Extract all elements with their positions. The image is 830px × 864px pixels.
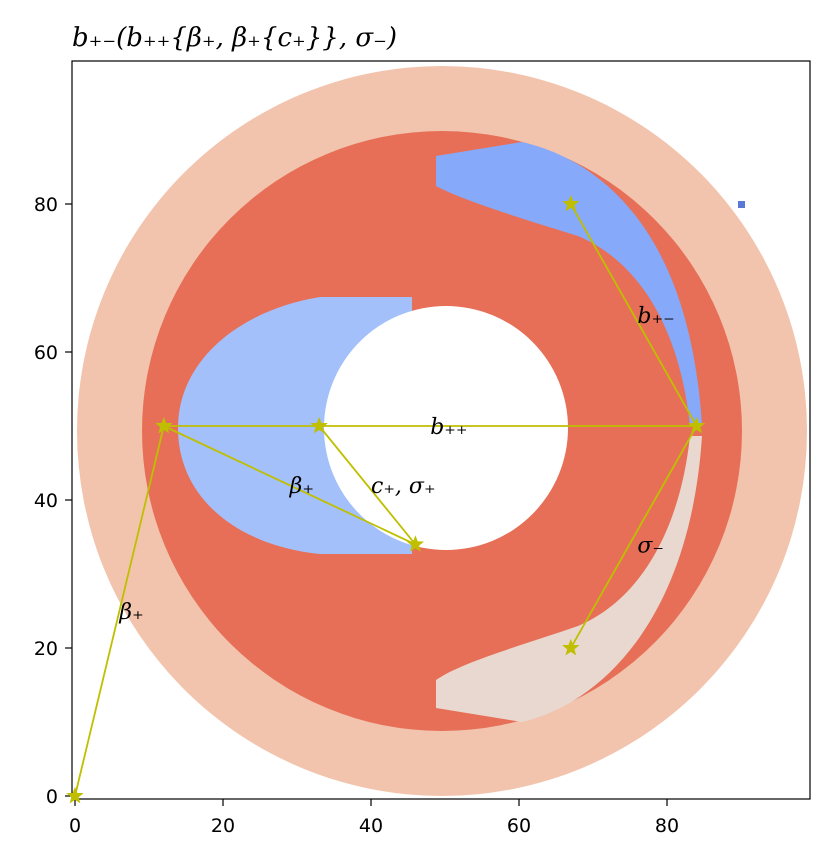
x-tick-label: 40 [359, 815, 383, 837]
axes-frame [71, 60, 811, 800]
edge-label: β₊ [289, 474, 314, 499]
x-tick-label: 20 [211, 815, 235, 837]
edge-label: σ₋ [637, 533, 664, 558]
star-node [406, 535, 425, 552]
upper-blue-region [436, 142, 702, 426]
x-tick-label: 0 [69, 815, 81, 837]
graph-edge [163, 425, 416, 546]
star-node [687, 416, 706, 434]
blue-speck [738, 201, 745, 208]
lower-beige-region [436, 436, 702, 722]
plot-title: b₊₋(b₊₊{β₊, β₊{c₊}}, σ₋) [72, 23, 397, 53]
y-tick-label: 0 [46, 786, 58, 808]
graph-edge [570, 425, 698, 649]
star-node [562, 638, 580, 656]
axis-ticks: 0 20 40 60 80 0 20 40 60 80 [34, 194, 679, 837]
star-node [66, 786, 84, 804]
y-tick-label: 80 [34, 194, 58, 216]
graph-edge [570, 203, 698, 427]
graph-edge [318, 425, 417, 545]
graph-edge [74, 425, 165, 797]
edge-label: b₊₋ [637, 304, 674, 329]
edge-label: b₊₊ [430, 415, 467, 440]
star-node [562, 194, 580, 212]
star-node [310, 416, 328, 434]
x-tick-label: 80 [655, 815, 679, 837]
center-hole [324, 306, 568, 550]
edge-labels: β₊ β₊ c₊, σ₊ b₊₊ b₊₋ σ₋ [118, 304, 674, 625]
y-tick-label: 40 [34, 490, 58, 512]
star-node [155, 416, 173, 434]
graph-nodes [66, 194, 706, 804]
edge-label: c₊, σ₊ [371, 474, 436, 499]
graph-edges [74, 203, 698, 797]
x-tick-label: 60 [507, 815, 531, 837]
y-tick-label: 20 [34, 638, 58, 660]
y-tick-label: 60 [34, 342, 58, 364]
edge-label: β₊ [118, 600, 143, 625]
